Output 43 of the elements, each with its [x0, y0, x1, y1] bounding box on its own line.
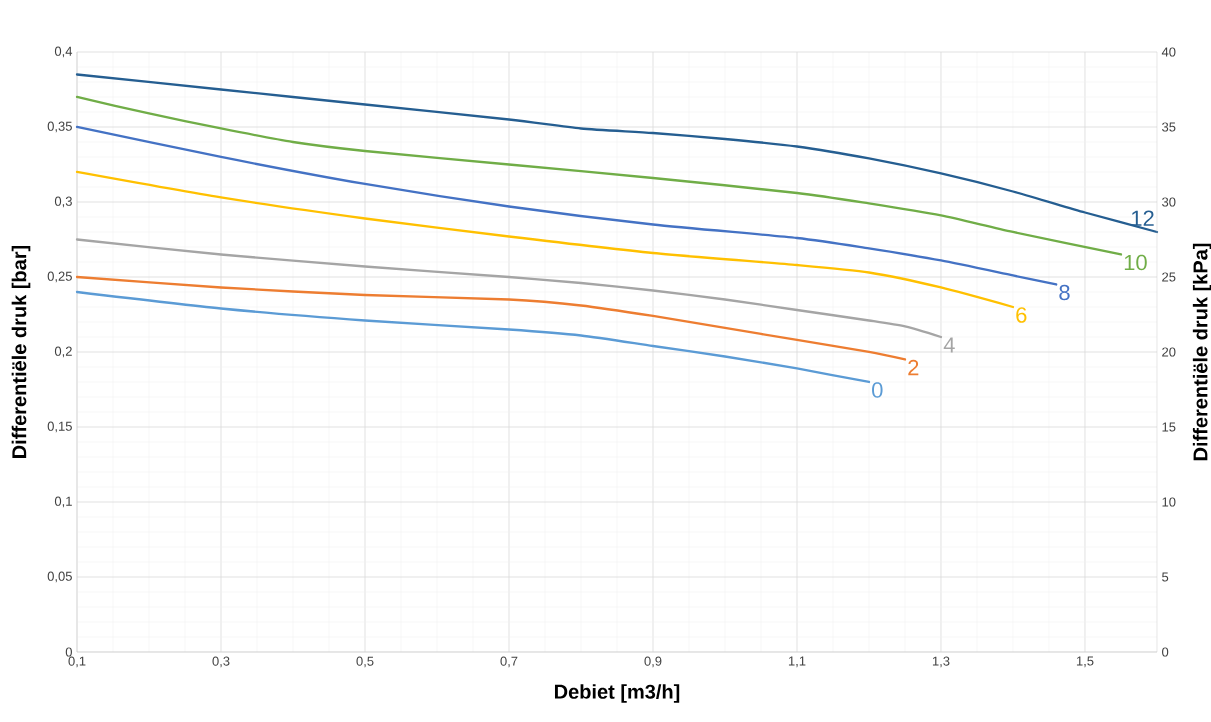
x-tick-label: 0,5 — [356, 656, 374, 668]
y2-tick-label: 15 — [1162, 422, 1176, 432]
y-tick-label: 0,15 — [47, 421, 72, 433]
series-label: 8 — [1059, 284, 1070, 301]
x-tick-label: 0,1 — [68, 656, 86, 668]
x-tick-label: 1,5 — [1076, 656, 1094, 668]
x-tick-label: 0,3 — [212, 656, 230, 668]
y2-tick-label: 35 — [1162, 122, 1176, 132]
y2-axis-title: Differentiële druk [kPa] — [1192, 243, 1211, 461]
y-tick-label: 0,2 — [54, 346, 72, 358]
y-tick-label: 0,3 — [54, 196, 72, 208]
x-tick-label: 1,3 — [932, 656, 950, 668]
x-tick-label: 0,9 — [644, 656, 662, 668]
x-axis-title: Debiet [m3/h] — [554, 684, 680, 703]
y-tick-label: 0,35 — [47, 121, 72, 133]
series-label: 6 — [1016, 307, 1027, 323]
y2-tick-label: 0 — [1162, 647, 1169, 657]
line-series — [75, 238, 943, 339]
series-label: 12 — [1131, 210, 1154, 226]
series-label: 4 — [943, 337, 955, 353]
y2-tick-label: 30 — [1162, 197, 1176, 207]
series-label: 10 — [1124, 254, 1147, 271]
y2-tick-label: 10 — [1162, 497, 1176, 507]
y2-tick-label: 40 — [1161, 47, 1176, 57]
y-axis-title: Differentiële druk [bar] — [11, 245, 31, 458]
line-series — [75, 170, 1015, 309]
x-tick-label: 0,7 — [500, 656, 518, 668]
line-series — [75, 290, 871, 384]
line-series — [75, 125, 1058, 286]
y2-tick-label: 20 — [1162, 347, 1176, 357]
y-tick-label: 0,1 — [54, 496, 72, 508]
line-series — [75, 275, 907, 361]
line-series — [75, 95, 1123, 256]
y-tick-label: 0,05 — [47, 571, 72, 583]
y-tick-label: 0 — [65, 647, 72, 657]
series-label: 0 — [872, 382, 883, 398]
y-tick-label: 0,25 — [47, 271, 72, 283]
line-series — [75, 73, 1159, 234]
y-tick-label: 0,4 — [54, 46, 73, 58]
y2-tick-label: 25 — [1162, 272, 1176, 282]
x-tick-label: 1,1 — [788, 656, 806, 668]
y2-tick-label: 5 — [1162, 572, 1169, 582]
series-label: 2 — [908, 359, 919, 376]
